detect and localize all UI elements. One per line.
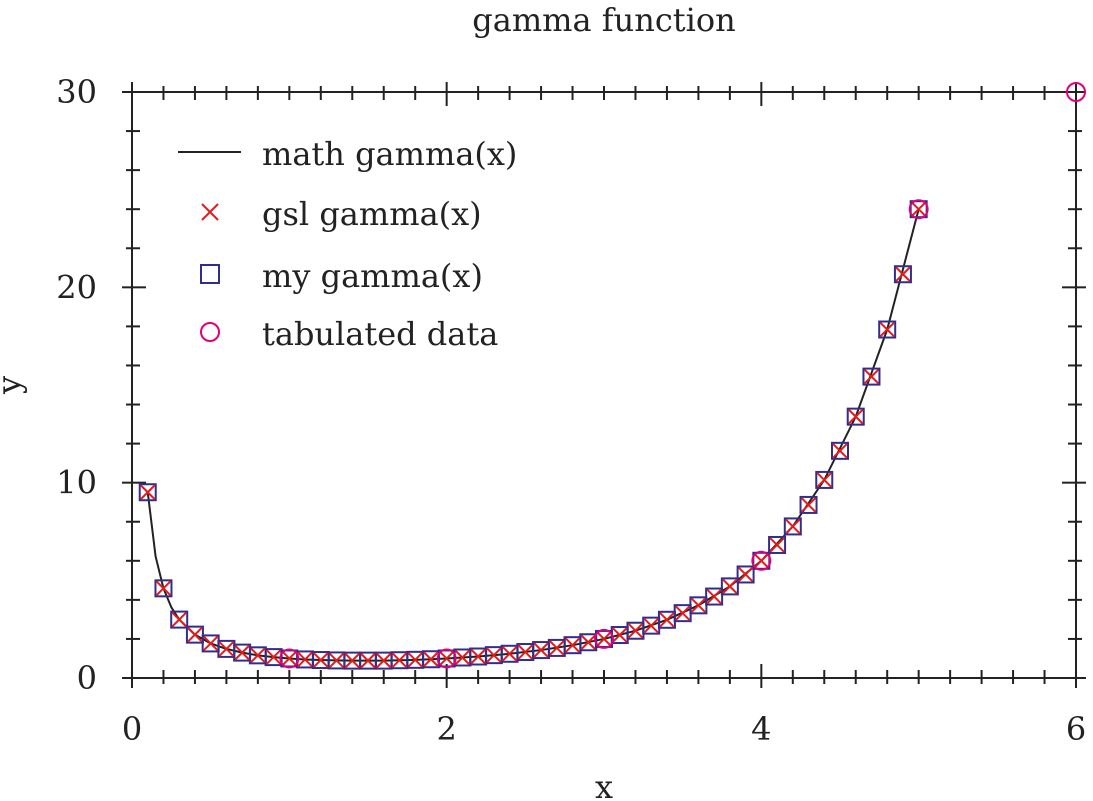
data-point-gsl-gamma [785,518,801,535]
legend-label: gsl gamma(x) [262,195,482,233]
data-point-tabulated [279,648,300,669]
data-point-my-gamma [768,535,787,554]
y-tick-label: 30 [56,73,97,111]
data-point-tabulated [908,199,929,220]
data-point-gsl-gamma [376,652,392,669]
data-point-my-gamma [736,565,755,584]
data-point-gsl-gamma [800,497,817,513]
y-tick-label: 10 [56,464,97,502]
data-point-my-gamma [783,517,802,536]
axis-ticks [122,82,1086,688]
data-point-my-gamma [705,587,724,606]
data-point-gsl-gamma [391,652,408,668]
data-point-gsl-gamma [627,623,644,639]
data-point-tabulated [1066,82,1086,102]
data-point-gsl-gamma [659,612,675,628]
data-point-gsl-gamma [171,611,187,628]
data-point-gsl-gamma [486,647,502,663]
data-point-gsl-gamma [879,321,895,338]
x-tick-label: 2 [436,710,456,748]
data-point-gsl-gamma [344,652,360,669]
legend-label: math gamma(x) [262,135,517,173]
data-point-gsl-gamma [533,642,549,658]
y-tick-label: 0 [77,659,97,697]
data-point-tabulated [594,628,614,649]
data-point-gsl-gamma [674,605,691,621]
data-point-gsl-gamma [140,484,156,500]
data-point-my-gamma [878,320,897,339]
data-point-gsl-gamma [910,201,927,217]
legend: math gamma(x) gsl gamma(x) my gamma(x) tabu… [178,135,517,353]
data-point-gsl-gamma [218,641,235,657]
legend-swatch-gsl-gamma [201,203,219,221]
data-point-gsl-gamma [438,650,455,667]
data-point-my-gamma [170,610,189,629]
series-layer [138,82,1086,670]
data-point-gsl-gamma [612,627,628,643]
plot-frame [131,91,1077,679]
data-point-my-gamma [154,579,173,598]
data-point-gsl-gamma [250,647,266,664]
data-point-my-gamma [846,407,865,426]
data-point-gsl-gamma [769,537,785,553]
data-point-gsl-gamma [848,408,864,425]
x-tick-label: 0 [122,710,142,748]
legend-swatch-tabulated [200,322,220,342]
data-point-gsl-gamma [328,652,345,669]
legend-label: my gamma(x) [262,257,483,295]
data-point-gsl-gamma [407,652,423,668]
data-point-gsl-gamma [596,631,612,647]
data-point-gsl-gamma [580,634,596,650]
data-point-my-gamma [893,265,912,284]
y-tick-label: 20 [56,268,97,306]
data-point-gsl-gamma [564,637,581,653]
data-point-gsl-gamma [297,651,313,668]
data-point-gsl-gamma [722,578,738,595]
x-tick-label: 4 [751,710,771,748]
data-point-gsl-gamma [895,266,911,282]
data-point-gsl-gamma [549,640,565,656]
data-point-gsl-gamma [690,597,707,614]
data-point-gsl-gamma [234,644,250,661]
data-point-gsl-gamma [517,644,534,660]
data-point-my-gamma [138,483,157,502]
data-point-gsl-gamma [501,646,518,662]
data-point-gsl-gamma [454,649,471,666]
x-tick-label: 6 [1066,710,1086,748]
data-point-my-gamma [815,470,834,489]
data-point-gsl-gamma [155,580,172,597]
data-point-gsl-gamma [313,652,329,668]
data-point-gsl-gamma [281,650,298,667]
data-point-my-gamma [799,495,818,514]
data-point-gsl-gamma [816,472,832,488]
data-point-gsl-gamma [202,635,219,652]
data-point-my-gamma [862,367,881,386]
data-point-gsl-gamma [706,588,722,605]
legend-swatch-my-gamma [200,264,220,284]
data-point-gsl-gamma [360,652,376,669]
data-point-my-gamma [720,577,739,596]
x-axis-label: x [595,768,613,801]
data-point-gsl-gamma [423,651,439,667]
chart-title: gamma function [472,1,735,39]
legend-label: tabulated data [262,315,498,353]
data-point-gsl-gamma [753,553,770,569]
data-point-gsl-gamma [863,368,880,385]
axis-tick-labels: 0 2 4 6 0 10 20 30 [56,73,1086,748]
data-point-gsl-gamma [643,617,659,634]
data-point-tabulated [436,648,457,669]
data-point-gsl-gamma [187,626,203,643]
data-point-gsl-gamma [470,648,486,665]
data-point-tabulated [751,550,772,571]
data-point-gsl-gamma [265,649,282,665]
y-axis-label: y [0,376,28,395]
data-point-gsl-gamma [737,566,754,583]
data-point-gsl-gamma [832,443,848,459]
data-point-my-gamma [831,441,849,460]
